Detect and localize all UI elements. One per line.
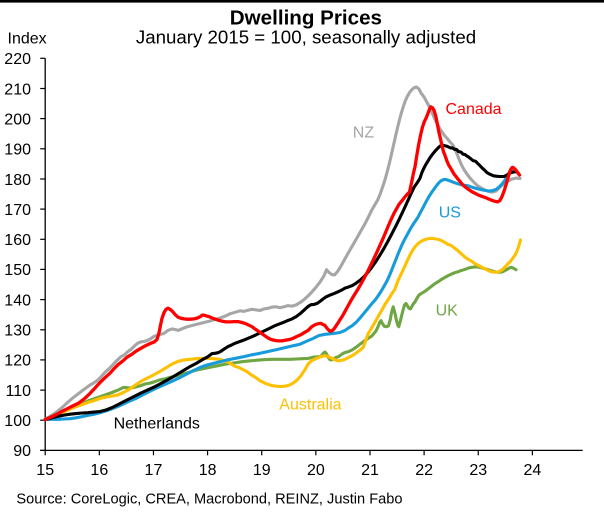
- svg-text:Source: CoreLogic, CREA, Macro: Source: CoreLogic, CREA, Macrobond, REIN…: [16, 492, 402, 508]
- svg-text:100: 100: [4, 413, 31, 430]
- svg-text:120: 120: [4, 353, 31, 370]
- svg-text:19: 19: [253, 462, 271, 479]
- svg-text:220: 220: [4, 51, 31, 68]
- svg-text:NZ: NZ: [353, 125, 375, 142]
- svg-text:Index: Index: [8, 31, 47, 48]
- svg-text:90: 90: [13, 443, 31, 460]
- svg-text:Dwelling Prices: Dwelling Prices: [230, 7, 382, 30]
- svg-text:UK: UK: [436, 302, 459, 319]
- svg-text:Australia: Australia: [279, 396, 341, 413]
- svg-text:Netherlands: Netherlands: [114, 415, 200, 432]
- svg-text:140: 140: [4, 292, 31, 309]
- svg-text:January 2015 = 100, seasonally: January 2015 = 100, seasonally adjusted: [136, 26, 476, 47]
- svg-text:150: 150: [4, 262, 31, 279]
- svg-text:16: 16: [90, 462, 108, 479]
- svg-text:22: 22: [415, 462, 433, 479]
- svg-text:23: 23: [469, 462, 487, 479]
- svg-text:190: 190: [4, 142, 31, 159]
- svg-text:160: 160: [4, 232, 31, 249]
- svg-text:130: 130: [4, 323, 31, 340]
- svg-text:200: 200: [4, 111, 31, 128]
- svg-text:15: 15: [36, 462, 54, 479]
- svg-text:24: 24: [523, 462, 541, 479]
- svg-text:18: 18: [199, 462, 217, 479]
- svg-text:110: 110: [5, 383, 31, 400]
- svg-text:US: US: [439, 205, 461, 222]
- svg-text:17: 17: [145, 462, 163, 479]
- svg-text:170: 170: [4, 202, 31, 219]
- svg-text:Canada: Canada: [446, 101, 502, 118]
- svg-text:210: 210: [4, 81, 31, 98]
- svg-text:180: 180: [4, 172, 31, 189]
- svg-text:20: 20: [307, 462, 325, 479]
- svg-text:21: 21: [361, 462, 379, 479]
